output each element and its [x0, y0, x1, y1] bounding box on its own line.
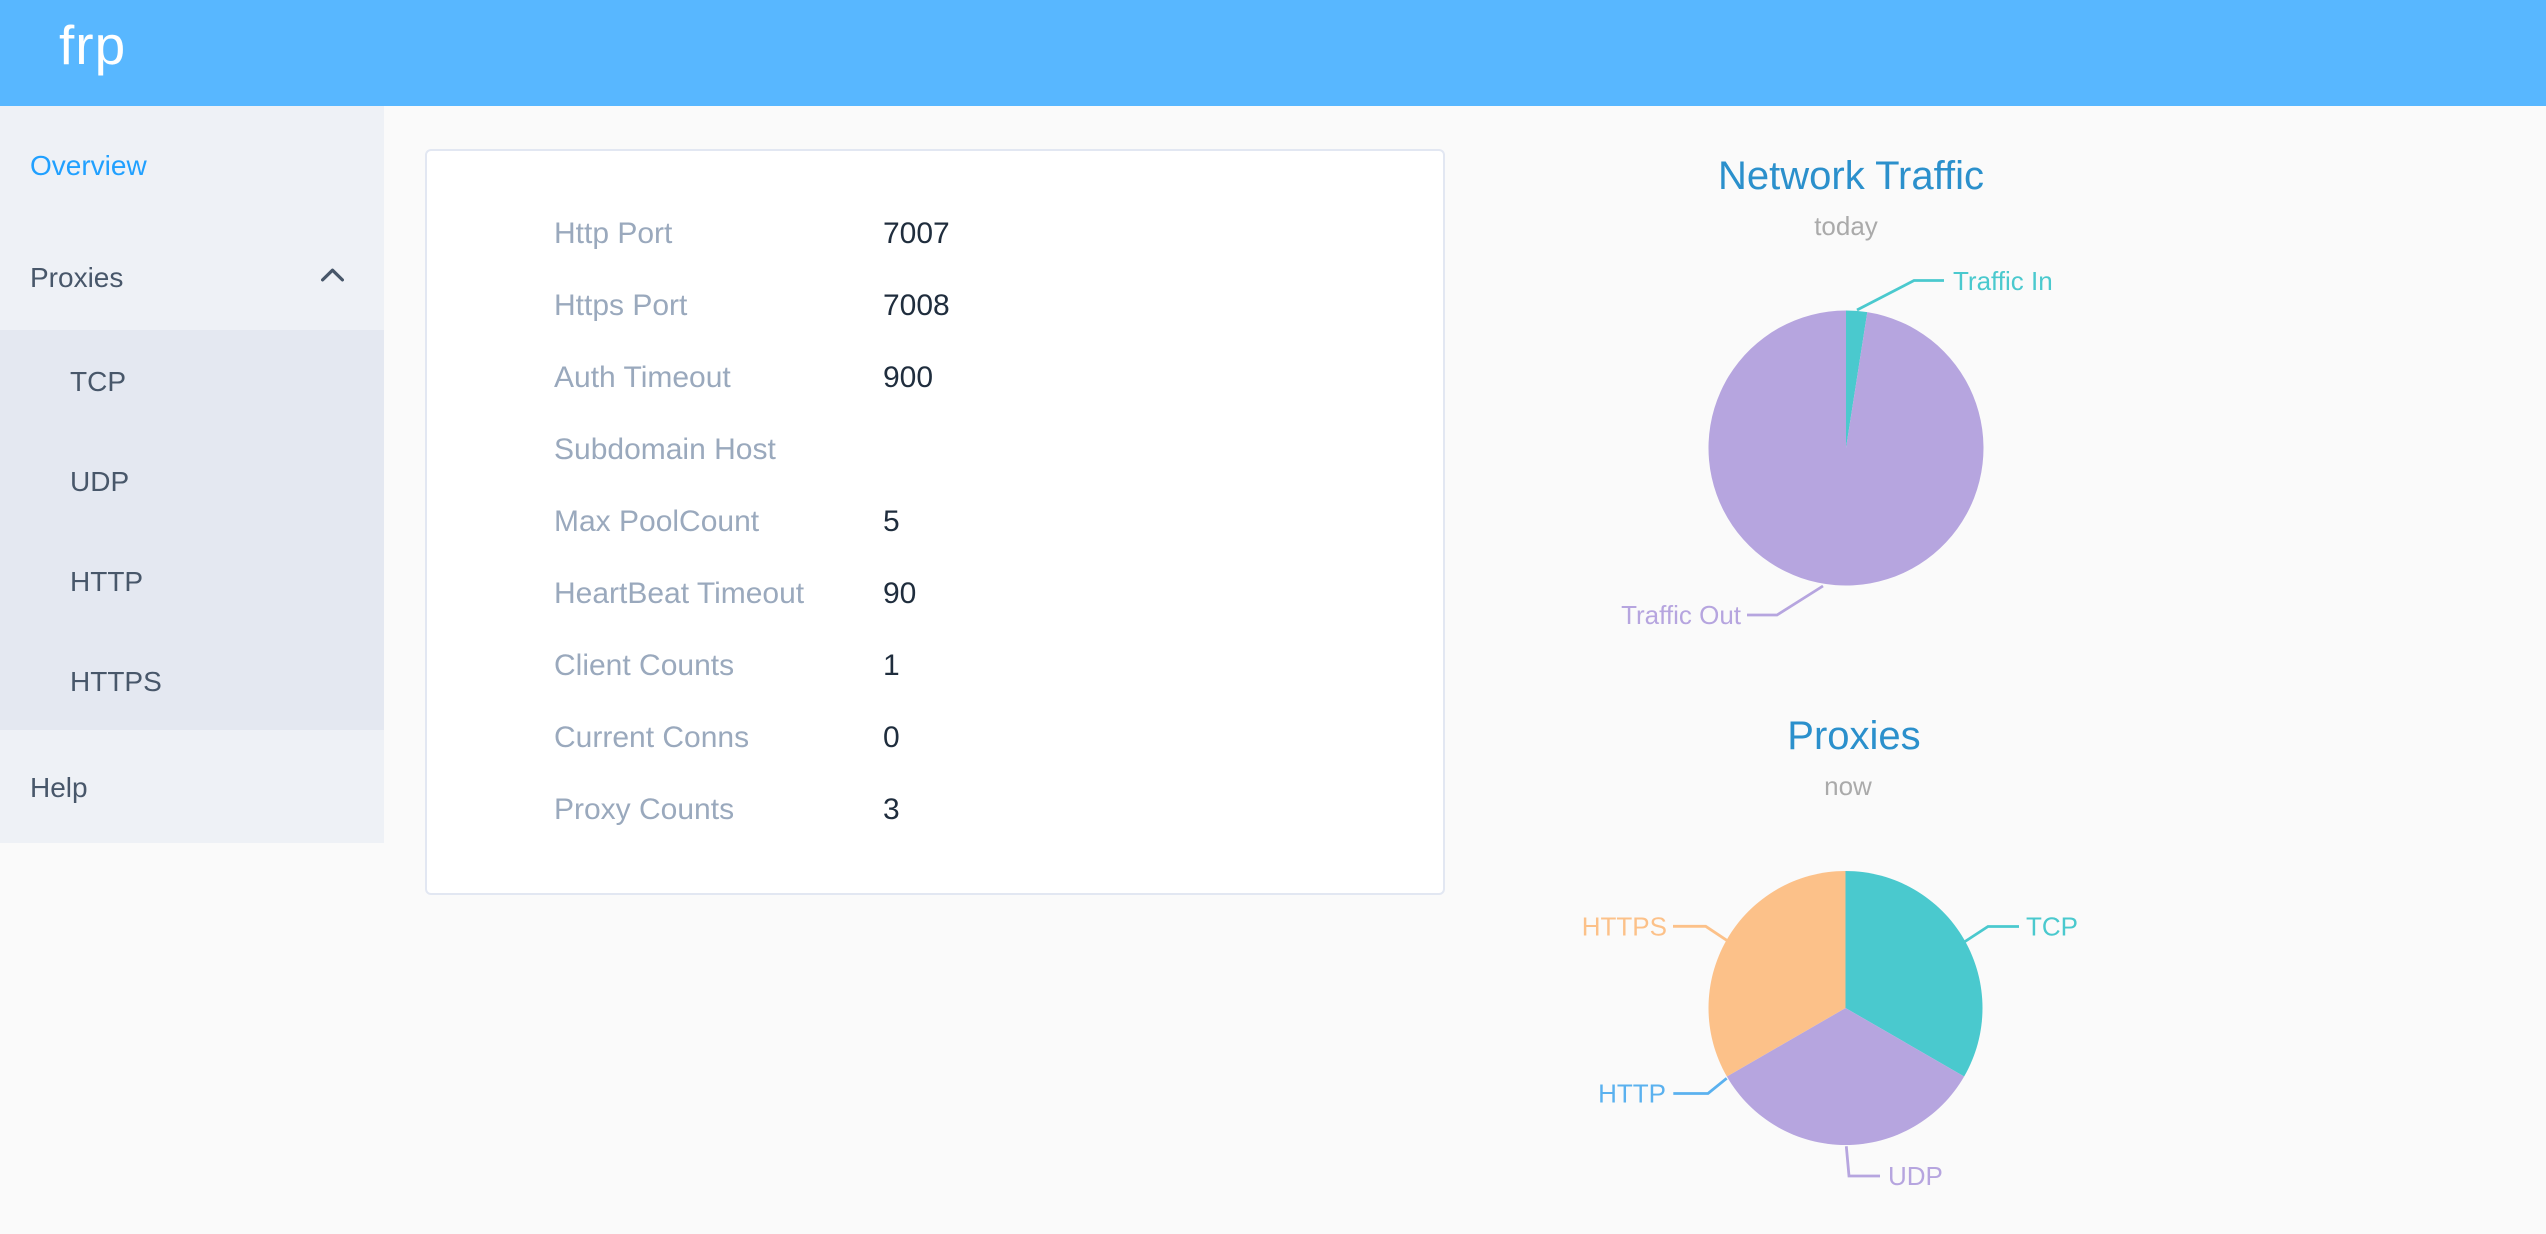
svg-text:TCP: TCP	[2026, 912, 2078, 942]
svg-text:now: now	[1824, 771, 1872, 801]
svg-text:HTTP: HTTP	[1598, 1079, 1666, 1109]
svg-text:HTTPS: HTTPS	[1582, 912, 1667, 942]
svg-text:UDP: UDP	[1888, 1161, 1943, 1191]
svg-text:Network Traffic: Network Traffic	[1718, 154, 1984, 198]
svg-text:Traffic Out: Traffic Out	[1621, 600, 1742, 630]
svg-text:today: today	[1814, 211, 1878, 241]
svg-text:Proxies: Proxies	[1787, 714, 1920, 758]
svg-text:Traffic In: Traffic In	[1953, 266, 2053, 296]
